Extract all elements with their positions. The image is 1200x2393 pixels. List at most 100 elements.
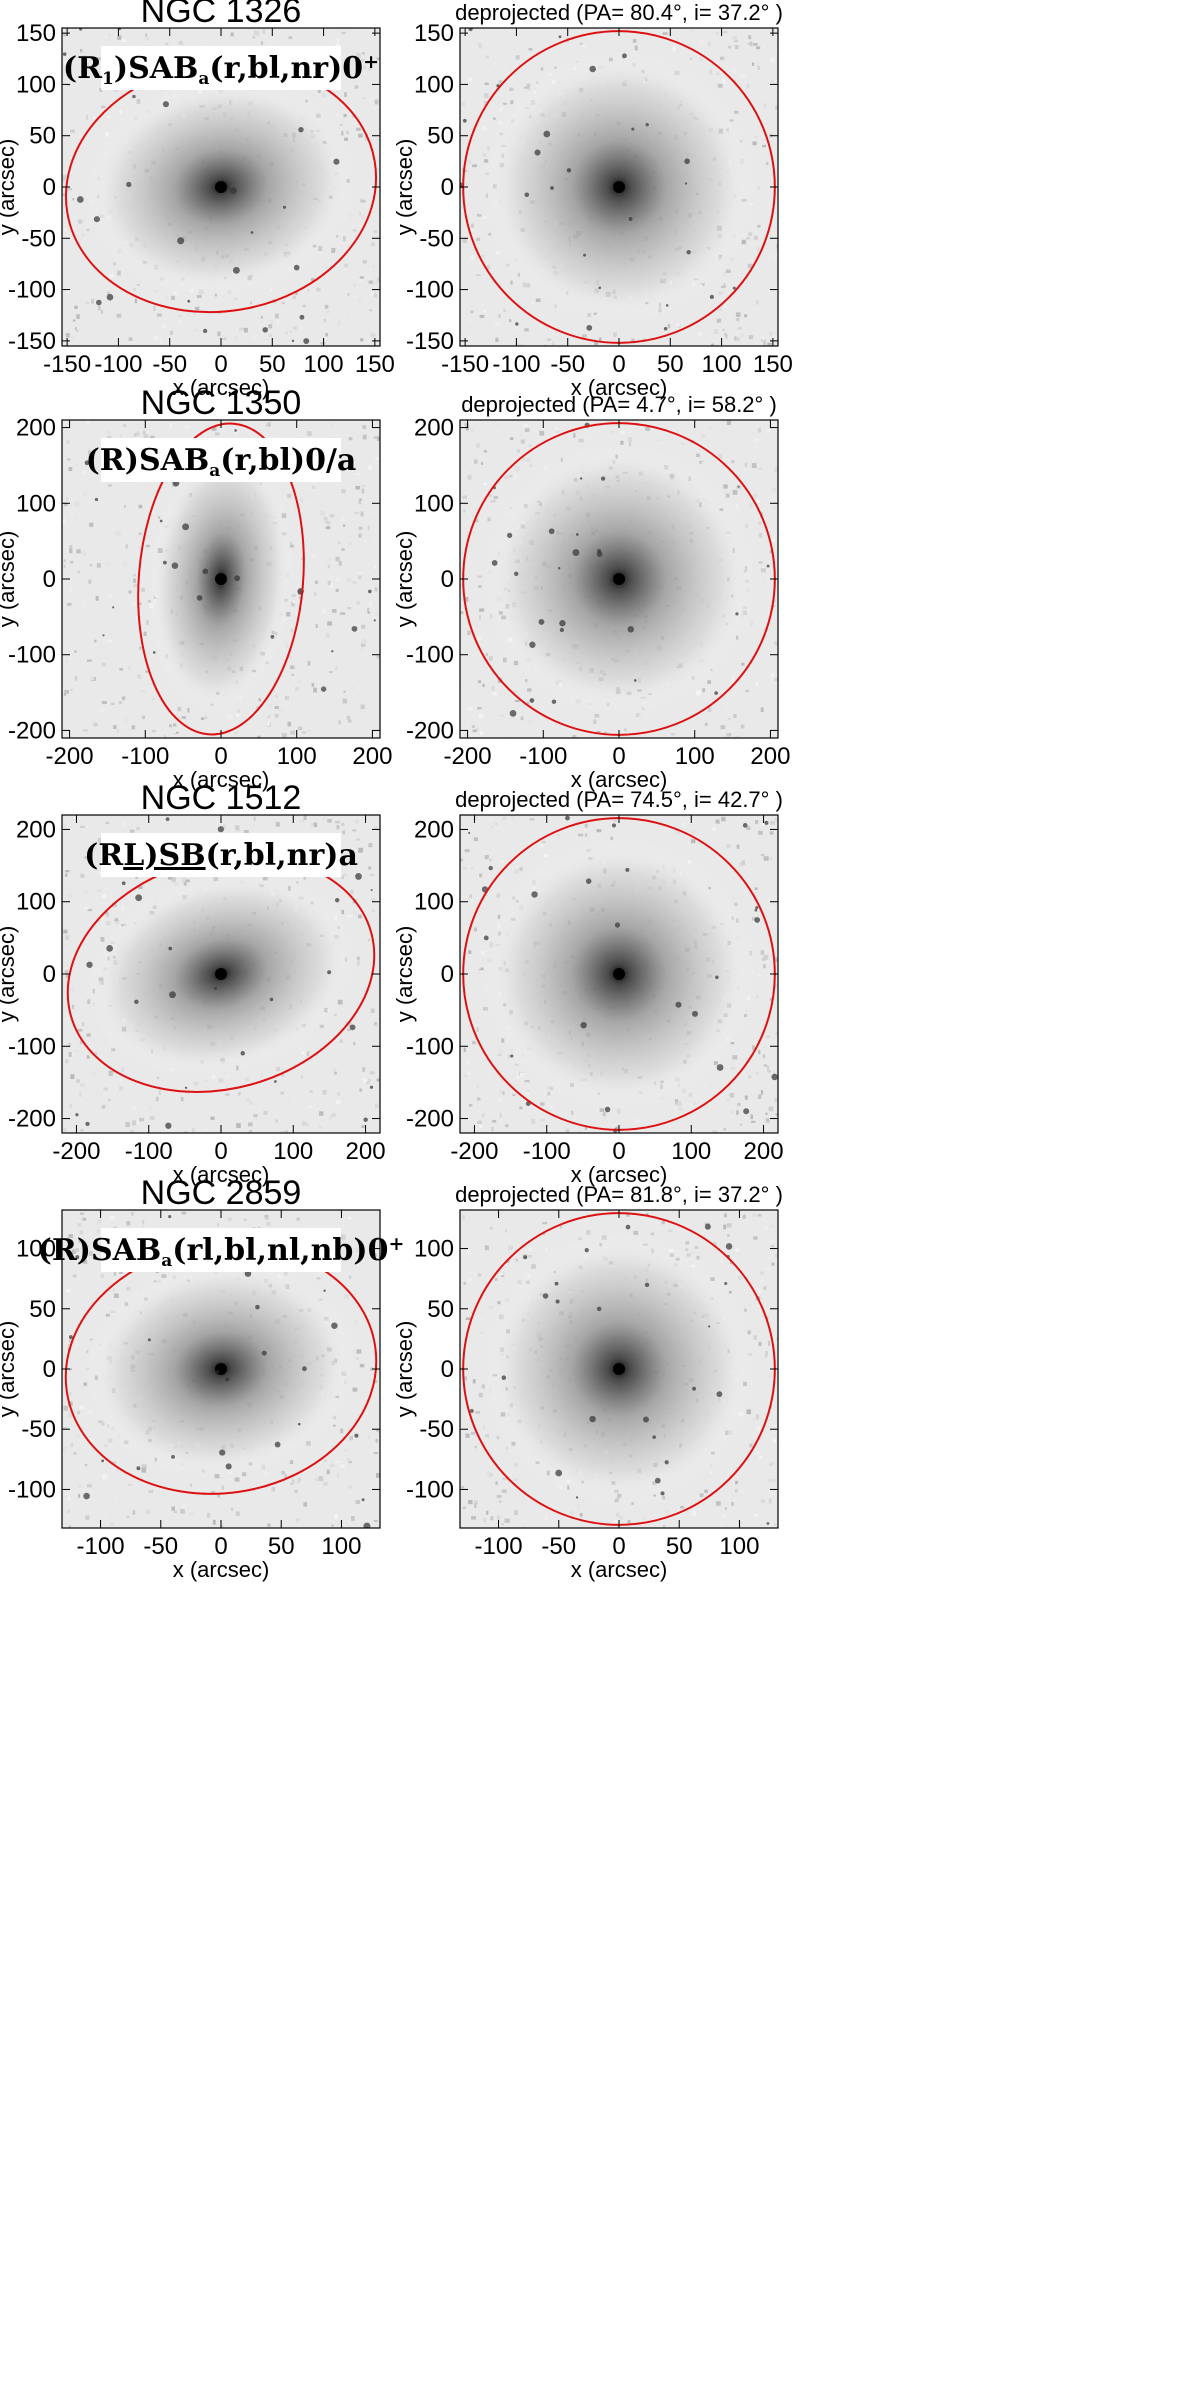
noise-speckle [775,1254,778,1258]
noise-speckle [108,1071,113,1077]
noise-speckle [316,1062,320,1066]
field-star [106,293,114,301]
x-tick-label: 0 [612,1138,625,1165]
noise-speckle [753,1236,758,1240]
noise-speckle [744,462,747,468]
noise-speckle [337,888,341,892]
noise-speckle [731,1501,734,1506]
noise-speckle [179,320,183,324]
noise-speckle [92,69,96,74]
noise-speckle [501,1489,507,1493]
noise-speckle [579,42,583,45]
noise-speckle [769,857,773,860]
field-star [598,286,602,290]
noise-speckle [346,577,352,582]
noise-speckle [153,289,159,294]
noise-speckle [362,1079,367,1083]
noise-speckle [89,563,93,567]
noise-speckle [751,479,754,484]
noise-speckle [358,526,363,530]
noise-speckle [190,1483,193,1487]
noise-speckle [335,588,339,592]
noise-speckle [514,869,519,874]
noise-speckle [294,687,300,691]
noise-speckle [268,334,272,338]
noise-speckle [495,822,498,826]
noise-speckle [343,263,349,268]
noise-speckle [360,338,364,342]
noise-speckle [142,1220,145,1225]
noise-speckle [67,1509,70,1513]
noise-speckle [315,624,319,629]
noise-speckle [187,707,190,713]
y-axis-label: y (arcsec) [0,139,19,236]
noise-speckle [745,689,750,693]
noise-speckle [136,1121,140,1125]
noise-speckle [88,450,91,455]
noise-speckle [64,689,70,694]
noise-speckle [460,611,464,615]
noise-speckle [303,815,307,820]
noise-speckle [352,1041,356,1046]
y-tick-label: -100 [406,1033,454,1060]
noise-speckle [340,612,346,615]
noise-speckle [344,1293,350,1299]
noise-speckle [267,1523,271,1527]
noise-speckle [758,1049,761,1055]
noise-speckle [371,1253,377,1258]
noise-speckle [747,263,752,268]
noise-speckle [482,1113,485,1118]
noise-speckle [280,1091,284,1095]
noise-speckle [502,102,508,105]
noise-speckle [243,1218,247,1221]
noise-speckle [482,1425,485,1429]
noise-speckle [97,1218,102,1224]
noise-speckle [136,283,140,286]
noise-speckle [189,1512,194,1516]
noise-speckle [715,1501,721,1506]
noise-speckle [462,866,467,870]
x-tick-label: 0 [214,1138,227,1165]
noise-speckle [485,55,490,59]
noise-speckle [166,295,169,300]
noise-speckle [767,1267,771,1270]
field-star [370,888,373,892]
noise-speckle [495,251,501,255]
noise-speckle [224,1075,230,1079]
noise-speckle [678,1106,683,1111]
noise-speckle [119,1270,123,1274]
noise-speckle [128,337,133,341]
x-tick-label: 100 [702,351,742,378]
noise-speckle [482,125,487,131]
noise-speckle [770,538,775,542]
noise-speckle [284,1130,289,1133]
x-tick-label: 50 [268,1533,295,1560]
noise-speckle [97,839,102,843]
noise-speckle [66,1289,71,1292]
noise-speckle [509,437,514,441]
field-star [335,897,340,903]
noise-speckle [496,893,501,898]
noise-speckle [739,1123,743,1126]
noise-speckle [155,1096,159,1102]
noise-speckle [63,559,66,562]
noise-speckle [307,1051,310,1057]
noise-speckle [359,1088,363,1092]
noise-speckle [361,1125,365,1128]
noise-speckle [760,842,763,847]
field-star [168,1215,172,1219]
noise-speckle [342,1235,346,1239]
noise-speckle [758,1396,761,1400]
noise-speckle [109,1515,113,1520]
noise-speckle [270,320,273,324]
noise-speckle [757,247,760,252]
noise-speckle [540,1119,545,1122]
noise-speckle [220,1496,224,1502]
noise-speckle [294,1489,298,1494]
classification-part: (R [63,51,103,86]
noise-speckle [751,1120,756,1123]
noise-speckle [83,1260,88,1264]
noise-speckle [296,1518,300,1522]
noise-speckle [512,1518,518,1523]
